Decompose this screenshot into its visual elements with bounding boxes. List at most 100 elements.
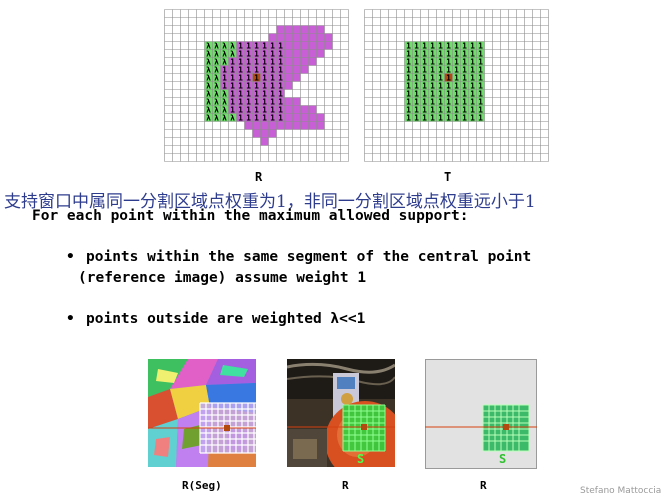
grid-r-weight-one: 1 — [238, 114, 243, 123]
grid-r-segment-cell — [260, 137, 269, 146]
grid-t-window-cell — [476, 113, 485, 122]
grid-t-weight-one: 1 — [454, 66, 459, 75]
grid-t-window-cell — [468, 97, 477, 106]
bullet-2-marker: • — [66, 311, 75, 327]
grid-t-window-cell — [436, 89, 445, 98]
grid-r-segment-cell — [324, 41, 333, 50]
grid-r-segment-cell — [284, 113, 293, 122]
grid-r-segment-cell — [284, 73, 293, 82]
grid-t-window-cell — [468, 65, 477, 74]
grid-t-window-cell — [460, 81, 469, 90]
grid-t-weight-one: 1 — [446, 98, 451, 107]
grid-r-weight-lambda: λ — [214, 50, 219, 59]
grid-r-segment-cell — [244, 57, 253, 66]
grid-t-window-cell — [428, 65, 437, 74]
grid-t-weight-one: 1 — [422, 90, 427, 99]
grid-r-segment-cell — [268, 41, 277, 50]
grid-r-window-cell — [204, 97, 213, 106]
grid-t-weight-one: 1 — [406, 82, 411, 91]
grid-r-segment-cell — [228, 89, 237, 98]
grid-r-weight-one: 1 — [254, 98, 259, 107]
grid-t-weight-one: 1 — [430, 90, 435, 99]
grid-t-weight-one: 1 — [462, 58, 467, 67]
grid-t-weight-one: 1 — [422, 42, 427, 51]
grid-r-weight-one: 1 — [222, 82, 227, 91]
grid-r-weight-one: 1 — [262, 114, 267, 123]
grid-r-segment-cell — [268, 49, 277, 58]
grid-r-weight-one: 1 — [278, 50, 283, 59]
grid-r-segment-cell — [284, 97, 293, 106]
thumbnail-2-label: R — [342, 479, 349, 492]
grid-r-segment-cell — [276, 65, 285, 74]
grid-t-weight-one: 1 — [438, 90, 443, 99]
grid-t-weight-one: 1 — [462, 66, 467, 75]
grid-t-weight-one: 1 — [414, 114, 419, 123]
grid-r-weight-one: 1 — [262, 82, 267, 91]
grid-t-window-cell — [452, 41, 461, 50]
grid-t-weight-one: 1 — [430, 82, 435, 91]
grid-t-weight-one: 1 — [454, 74, 459, 83]
grid-t-weight-one: 1 — [414, 58, 419, 67]
grid-t-window-cell — [444, 41, 453, 50]
grid-r-segment-cell — [284, 33, 293, 42]
grid-r-segment-cell — [276, 113, 285, 122]
grid-r-segment-cell — [236, 105, 245, 114]
bullet-1-line-1: points within the same segment of the ce… — [86, 249, 532, 265]
grid-r-segment-cell — [244, 65, 253, 74]
grid-t-weight-one: 1 — [422, 58, 427, 67]
grid-r-segment-cell — [292, 73, 301, 82]
thumbnail-r-photo — [287, 359, 395, 467]
grid-r-segment-cell — [228, 73, 237, 82]
grid-r-segment-cell — [220, 73, 229, 82]
grid-t-weight-one: 1 — [478, 74, 483, 83]
grid-r-segment-cell — [292, 57, 301, 66]
grid-t-window-cell — [428, 49, 437, 58]
grid-t-weight-one: 1 — [462, 106, 467, 115]
grid-t-weight-one: 1 — [430, 106, 435, 115]
grid-t-weight-one: 1 — [430, 66, 435, 75]
grid-t-window-cell — [436, 105, 445, 114]
grid-r-window-cell — [204, 49, 213, 58]
grid-r-weight-one: 1 — [238, 66, 243, 75]
grid-r-segment-cell — [260, 97, 269, 106]
grid-t-window-cell — [452, 97, 461, 106]
grid-t-weight-one: 1 — [470, 82, 475, 91]
grid-t-window-cell — [436, 73, 445, 82]
grid-r-window-cell — [212, 57, 221, 66]
grid-r-window-cell — [212, 113, 221, 122]
grid-t-window-cell — [444, 65, 453, 74]
grid-r-segment-cell — [284, 41, 293, 50]
grid-t-window-cell — [468, 89, 477, 98]
grid-r-segment-cell — [220, 81, 229, 90]
grid-r-weight-one: 1 — [222, 74, 227, 83]
grid-r-window-cell — [220, 57, 229, 66]
grid-t-weight-one: 1 — [470, 58, 475, 67]
grid-t-window-cell — [444, 49, 453, 58]
grid-t-window-cell — [468, 41, 477, 50]
grid-r-weight-one: 1 — [238, 106, 243, 115]
grid-r-segment-cell — [292, 121, 301, 130]
grid-r-weight-one: 1 — [222, 66, 227, 75]
grid-t-window-cell — [412, 113, 421, 122]
grid-r-segment-cell — [236, 73, 245, 82]
grid-t-weight-one: 1 — [406, 42, 411, 51]
grid-r-weight-one: 1 — [262, 50, 267, 59]
grid-t-window-cell — [468, 49, 477, 58]
grid-t-weight-one: 1 — [430, 50, 435, 59]
grid-t-weight-one: 1 — [478, 50, 483, 59]
grid-r-weight-one: 1 — [254, 90, 259, 99]
grid-r-weight-lambda: λ — [206, 74, 211, 83]
grid-r-weight-one: 1 — [246, 50, 251, 59]
grid-r-segment-cell — [292, 97, 301, 106]
grid-t-weight-one: 1 — [438, 82, 443, 91]
grid-r-weight-one: 1 — [270, 106, 275, 115]
thumbnail-r-seg — [148, 359, 256, 467]
grid-r-segment-cell — [236, 49, 245, 58]
grid-r-weight-one: 1 — [238, 98, 243, 107]
grid-t-weight-one: 1 — [430, 114, 435, 123]
grid-t-center-cell — [444, 73, 453, 82]
grid-r-segment-cell — [260, 105, 269, 114]
grid-t-window-cell — [428, 57, 437, 66]
grid-t-weight-one: 1 — [430, 98, 435, 107]
grid-r-segment-cell — [292, 49, 301, 58]
